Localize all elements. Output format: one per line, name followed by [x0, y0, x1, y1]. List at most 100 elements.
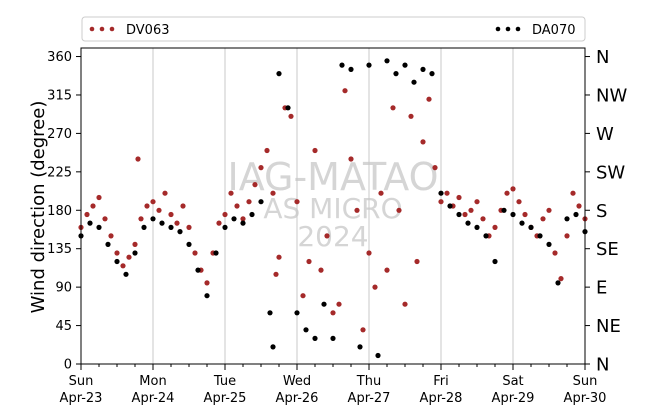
data-point-da070 [270, 344, 276, 350]
x-tick-date: Apr-25 [204, 391, 247, 406]
x-tick-day: Sun [573, 374, 598, 389]
legend-label-dv063: DV063 [126, 23, 170, 38]
y-tick-label: 270 [47, 127, 72, 142]
data-point-dv063 [522, 211, 528, 218]
data-point-da070 [573, 211, 579, 218]
data-point-dv063 [162, 190, 168, 196]
data-point-da070 [537, 233, 543, 239]
data-point-dv063 [240, 216, 246, 222]
data-point-da070 [249, 211, 255, 218]
data-point-dv063 [384, 267, 390, 273]
y-axis: 0 45 90 135 180 225 270 315 360 [47, 50, 81, 373]
compass-label: W [596, 124, 614, 145]
x-tick-day: Mon [139, 374, 166, 389]
data-point-da070 [420, 66, 426, 72]
compass-label: N [596, 355, 609, 376]
data-point-dv063 [318, 267, 324, 273]
data-point-da070 [186, 241, 192, 247]
data-point-dv063 [408, 113, 414, 119]
data-point-dv063 [432, 165, 438, 171]
data-point-da070 [456, 211, 462, 218]
data-point-da070 [366, 62, 372, 68]
data-point-da070 [141, 224, 147, 230]
data-point-da070 [564, 216, 570, 222]
data-point-dv063 [546, 207, 552, 213]
data-point-dv063 [288, 113, 294, 119]
data-point-dv063 [312, 147, 318, 154]
x-tick-date: Apr-27 [348, 391, 391, 406]
data-point-dv063 [168, 211, 174, 218]
data-point-da070 [492, 258, 498, 265]
compass-label: NW [596, 85, 627, 106]
data-point-da070 [501, 207, 507, 213]
data-point-da070 [168, 224, 174, 230]
data-point-da070 [285, 105, 291, 111]
data-point-dv063 [192, 250, 198, 256]
y-tick-label: 0 [64, 358, 72, 373]
data-point-dv063 [138, 216, 144, 222]
data-point-dv063 [552, 250, 558, 256]
data-point-dv063 [330, 310, 336, 316]
data-point-da070 [384, 58, 390, 64]
x-tick-day: Sun [69, 374, 94, 389]
data-point-dv063 [300, 293, 306, 299]
data-points [78, 58, 588, 359]
data-point-dv063 [258, 165, 264, 171]
data-point-da070 [411, 79, 417, 85]
data-point-da070 [312, 335, 318, 341]
data-point-dv063 [360, 327, 366, 333]
data-point-dv063 [474, 199, 480, 205]
data-point-dv063 [252, 182, 258, 188]
data-point-da070 [528, 224, 534, 230]
data-point-dv063 [480, 216, 486, 222]
data-point-dv063 [414, 258, 420, 265]
data-point-da070 [177, 229, 183, 235]
data-point-dv063 [366, 250, 372, 256]
data-point-dv063 [273, 271, 279, 277]
legend-marker-dv063 [89, 26, 115, 32]
data-point-da070 [195, 267, 201, 273]
data-point-dv063 [468, 207, 474, 213]
data-point-da070 [276, 71, 282, 77]
x-tick-date: Apr-30 [564, 391, 607, 406]
data-point-da070 [222, 224, 228, 230]
data-point-dv063 [102, 216, 108, 222]
data-point-dv063 [108, 233, 114, 239]
compass-label: S [596, 201, 607, 222]
data-point-da070 [231, 216, 237, 222]
data-point-dv063 [564, 233, 570, 239]
data-point-dv063 [276, 254, 282, 260]
x-tick-day: Sat [502, 374, 523, 389]
x-tick-date: Apr-23 [60, 391, 103, 406]
compass-label: SW [596, 162, 625, 183]
data-point-da070 [447, 203, 453, 209]
data-point-dv063 [294, 199, 300, 205]
data-point-da070 [303, 327, 309, 333]
data-point-da070 [159, 220, 165, 226]
x-tick-day: Thu [356, 374, 381, 389]
y-tick-label: 45 [55, 319, 72, 334]
data-point-dv063 [90, 203, 96, 209]
data-point-dv063 [135, 156, 141, 162]
data-point-da070 [375, 352, 381, 359]
data-point-dv063 [174, 220, 180, 226]
data-point-da070 [204, 293, 210, 299]
data-point-da070 [510, 211, 516, 218]
y-tick-label: 90 [55, 281, 72, 296]
data-point-dv063 [204, 280, 210, 286]
data-point-dv063 [114, 250, 120, 256]
legend-marker-da070 [495, 26, 521, 32]
y-axis-label: Wind direction (degree) [28, 101, 49, 314]
data-point-dv063 [120, 263, 126, 269]
data-point-da070 [123, 271, 129, 277]
y-tick-label: 135 [47, 242, 72, 257]
data-point-da070 [105, 241, 111, 247]
legend: DV063 DA070 [81, 16, 586, 42]
y-tick-label: 180 [47, 204, 72, 219]
data-point-dv063 [354, 207, 360, 213]
data-point-da070 [240, 220, 246, 226]
watermark-line-2: AS MICRO [263, 192, 402, 225]
data-point-dv063 [126, 254, 132, 260]
legend-label-da070: DA070 [532, 23, 576, 38]
